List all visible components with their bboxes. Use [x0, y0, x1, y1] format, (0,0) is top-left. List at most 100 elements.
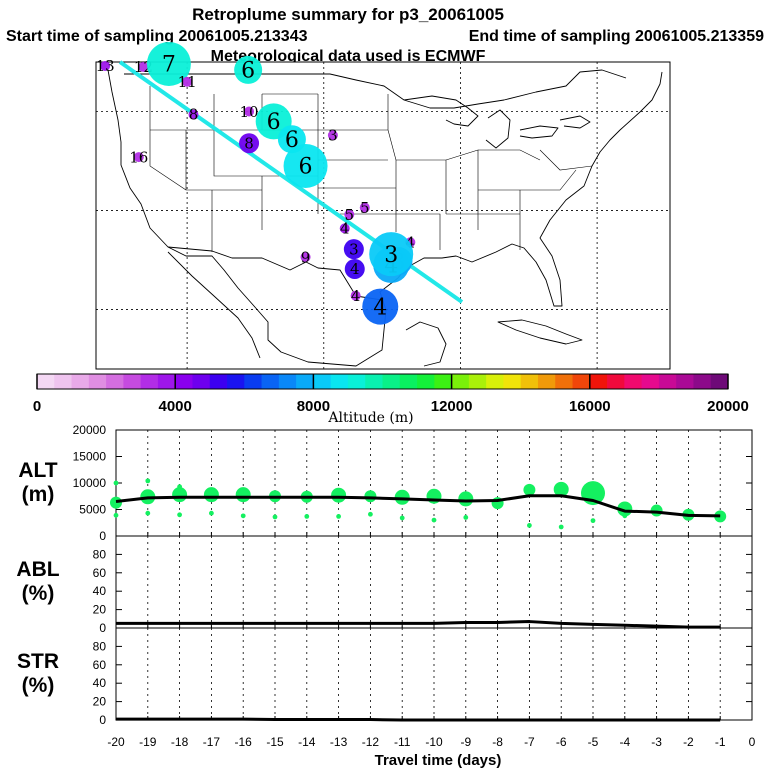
colorbar-cell — [192, 374, 211, 389]
coastline-conus — [107, 69, 663, 367]
x-tick-label: -8 — [492, 735, 503, 749]
colorbar-cell — [347, 374, 366, 389]
colorbar-cell — [451, 374, 470, 389]
x-tick-label: -3 — [651, 735, 662, 749]
map-marker-label: 4 — [406, 233, 416, 251]
plume-dot — [110, 496, 122, 509]
map-marker-label: 7 — [162, 53, 176, 78]
map-marker-label: 4 — [350, 260, 360, 278]
border-us-canada — [124, 69, 627, 109]
y-tick-label: 80 — [93, 547, 107, 561]
plume-dot — [523, 483, 536, 496]
x-tick-label: -16 — [235, 735, 253, 749]
colorbar-cell — [710, 374, 729, 389]
plume-dot — [145, 510, 151, 516]
colorbar-cell — [296, 374, 314, 389]
panel-ylabel: ALT — [18, 459, 57, 482]
colorbar-tick-label: 16000 — [569, 398, 611, 415]
plume-dot — [235, 487, 251, 503]
map-marker-circle — [100, 60, 111, 71]
x-tick-label: -9 — [460, 735, 471, 749]
map-marker-label: 4 — [373, 295, 387, 320]
map-marker-label: 6 — [267, 110, 281, 135]
plume-dot — [590, 518, 596, 524]
map-marker-label: 10 — [240, 103, 259, 121]
plume-dot — [177, 484, 183, 490]
met-data-label: Meteorological data used is ECMWF — [211, 48, 486, 65]
x-tick-label: -11 — [394, 735, 411, 749]
colorbar-cell — [123, 374, 142, 389]
colorbar-cell — [175, 374, 193, 389]
colorbar-cell — [227, 374, 245, 389]
map-marker-circle — [369, 232, 414, 277]
colorbar-cell — [209, 374, 228, 389]
panel-ylabel-unit: (m) — [22, 483, 55, 506]
map-marker-label: 5 — [360, 199, 370, 217]
x-tick-label: -13 — [330, 735, 348, 749]
x-tick-label: -4 — [619, 735, 630, 749]
y-tick-label: 80 — [93, 639, 107, 653]
panel-abl: 0 20 40 60 80 ABL(%) — [16, 535, 753, 635]
panel-str: 0 20 40 60 80 STR(%) — [17, 627, 753, 727]
plume-dot — [177, 512, 183, 518]
colorbar-cell — [261, 374, 280, 389]
map-marker-label: 16 — [129, 148, 148, 166]
x-tick-label: -6 — [556, 735, 567, 749]
plume-dot — [113, 512, 119, 518]
trajectory-markers: 131276118106863616554433434449 — [96, 41, 416, 325]
plume-dot — [463, 515, 469, 520]
map-marker-circle — [344, 258, 365, 279]
map-marker-circle — [138, 61, 149, 72]
map-marker-label: 11 — [178, 73, 197, 91]
mexico-coast — [167, 251, 261, 359]
colorbar-tick-label: 8000 — [297, 398, 330, 415]
colorbar-cell — [140, 374, 159, 389]
altitude-colorbar: 0 4000 8000 12000 16000 20000 Altitude (m) — [33, 373, 749, 426]
colorbar-cell — [555, 374, 573, 389]
series-line-alt — [115, 494, 721, 518]
map-marker-circle — [362, 288, 399, 325]
y-tick-label: 20000 — [73, 423, 107, 437]
border-us-mexico — [167, 246, 383, 301]
map-marker-circle — [133, 152, 144, 163]
colorbar-cell — [468, 374, 487, 389]
colorbar-cell — [37, 374, 55, 389]
map-marker-circle — [188, 109, 199, 120]
colorbar-cell — [157, 374, 176, 389]
colorbar-cell — [434, 374, 452, 389]
map-marker-circle — [283, 143, 328, 188]
colorbar-cell — [365, 374, 383, 389]
plume-dot — [527, 523, 532, 528]
plume-dot — [394, 489, 410, 505]
plume-dot — [209, 487, 214, 493]
map-marker-label: 4 — [351, 287, 361, 305]
map-marker-label: 4 — [340, 220, 350, 238]
figure-title: Retroplume summary for p3_20061005 — [192, 5, 504, 24]
timeseries-panels: 05000100001500020000ALT(m)020406080ABL(%… — [16, 423, 755, 749]
x-tick-label: -12 — [362, 735, 380, 749]
map-marker-circle — [300, 252, 311, 263]
plume-dot — [368, 511, 373, 517]
colorbar-cell — [658, 374, 677, 389]
plume-dot — [617, 501, 633, 517]
colorbar-cell — [624, 374, 643, 389]
y-tick-label: 40 — [93, 584, 107, 598]
plume-dot — [399, 515, 405, 521]
colorbar-cell — [106, 374, 124, 389]
colorbar-cell — [417, 374, 435, 389]
map-marker-label: 8 — [244, 134, 254, 152]
x-tick-label: -1 — [715, 735, 726, 749]
colorbar-cell — [676, 374, 694, 389]
y-tick-label: 40 — [93, 676, 107, 690]
map-marker-circle — [327, 130, 338, 141]
x-tick-label: -7 — [524, 735, 535, 749]
colorbar-cell — [520, 374, 539, 389]
plume-dot — [622, 513, 628, 519]
map-marker-label: 3 — [349, 240, 359, 258]
colorbar-cell — [693, 374, 712, 389]
colorbar-cell — [641, 374, 660, 389]
colorbar-cell — [503, 374, 522, 389]
x-tick-label: -18 — [171, 735, 189, 749]
map-marker-circle — [182, 76, 193, 87]
y-tick-label: 0 — [99, 621, 106, 635]
